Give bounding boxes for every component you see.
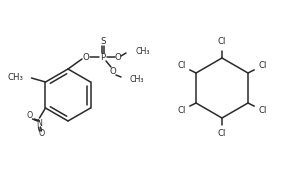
Text: P: P xyxy=(100,53,105,62)
Text: Cl: Cl xyxy=(178,106,186,115)
Text: O: O xyxy=(26,112,32,120)
Text: CH₃: CH₃ xyxy=(130,76,145,84)
Text: O: O xyxy=(115,53,121,62)
Text: Cl: Cl xyxy=(178,61,186,70)
Text: CH₃: CH₃ xyxy=(135,46,150,55)
Text: Cl: Cl xyxy=(218,38,226,46)
Text: N: N xyxy=(37,119,42,128)
Text: S: S xyxy=(100,38,106,46)
Text: O: O xyxy=(38,129,45,139)
Text: Cl: Cl xyxy=(258,61,266,70)
Text: CH₃: CH₃ xyxy=(7,74,24,82)
Text: Cl: Cl xyxy=(258,106,266,115)
Text: Cl: Cl xyxy=(218,129,226,139)
Text: O: O xyxy=(83,53,89,62)
Text: O: O xyxy=(110,67,117,77)
